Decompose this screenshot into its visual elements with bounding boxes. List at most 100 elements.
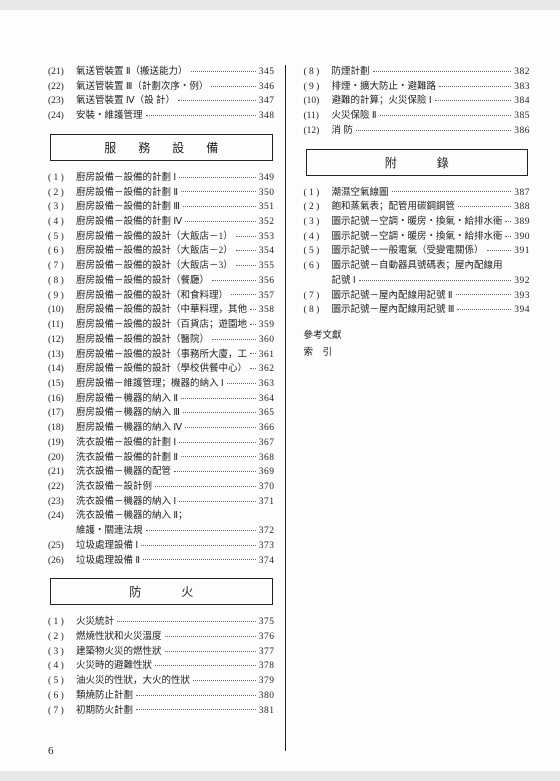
- toc-label: 建築物火災的燃性狀: [76, 645, 162, 660]
- toc-number: ( 6 ): [48, 689, 76, 704]
- toc-row-continuation: 記號 Ⅰ 392: [304, 274, 531, 289]
- toc-label: 廚房設備－設備的設計（大飯店－3）: [76, 259, 233, 274]
- toc-row: (22)洗衣設備－設計例370: [48, 480, 275, 495]
- toc-page: 370: [259, 480, 275, 495]
- toc-label: 洗衣設備－設備的計劃 Ⅰ: [76, 436, 176, 451]
- toc-number: (26): [48, 554, 76, 569]
- toc-row: ( 7 )廚房設備－設備的設計（大飯店－3）355: [48, 259, 275, 274]
- toc-label: 廚房設備－設備的計劃 Ⅲ: [76, 200, 180, 215]
- toc-page: 391: [514, 244, 530, 259]
- toc-label: 廚房設備－設備的設計（大飯店－2）: [76, 244, 233, 259]
- toc-number: ( 5 ): [48, 674, 76, 689]
- toc-number: (18): [48, 421, 76, 436]
- toc-row: (18)廚房設備－機器的納入 Ⅳ366: [48, 421, 275, 436]
- toc-number: (14): [48, 362, 76, 377]
- toc-page: 350: [259, 186, 275, 201]
- toc-label: 維護・關連法規: [76, 524, 143, 539]
- toc-row: (17)廚房設備－機器的納入 Ⅲ365: [48, 406, 275, 421]
- leader-dots: [185, 427, 256, 428]
- toc-row: ( 3 )建築物火災的燃性狀377: [48, 645, 275, 660]
- toc-label: 圖示記號－屋內配線用記號 Ⅱ: [332, 289, 453, 304]
- toc-row: ( 3 )圖示記號－空調・暖房・換氣・給排水衛生 Ⅰ389: [304, 215, 531, 230]
- section-heading-fire: 防火: [50, 578, 273, 605]
- toc-number: (22): [48, 480, 76, 495]
- toc-row: (15)廚房設備－維護管理；機器的納入 Ⅰ363: [48, 377, 275, 392]
- toc-label: 排煙・擴大防止・避難路: [332, 80, 437, 95]
- leader-dots: [155, 486, 256, 487]
- toc-label: 氣送管裝置 Ⅲ（計劃次序・例）: [76, 80, 208, 95]
- list-service: ( 1 )廚房設備－設備的計劃 Ⅰ349( 2 )廚房設備－設備的計劃 Ⅱ350…: [48, 171, 275, 524]
- toc-page: 382: [514, 65, 530, 80]
- toc-page: 357: [259, 289, 275, 304]
- toc-row: ( 1 )廚房設備－設備的計劃 Ⅰ349: [48, 171, 275, 186]
- leader-dots: [146, 530, 256, 531]
- toc-page: 368: [259, 451, 275, 466]
- plain-text: 參考文獻: [304, 328, 531, 345]
- leader-dots: [181, 398, 256, 399]
- toc-label: 洗衣設備－機器的納入 Ⅱ；: [76, 509, 188, 524]
- toc-row: ( 4 )廚房設備－設備的計劃 Ⅳ352: [48, 215, 275, 230]
- toc-row: (12)廚房設備－設備的設計（醫院）360: [48, 333, 275, 348]
- toc-page: 347: [259, 94, 275, 109]
- toc-number: (11): [304, 109, 332, 124]
- toc-label: 飽和蒸氣表；配管用碳鋼鋼管: [332, 200, 456, 215]
- leader-dots: [211, 86, 255, 87]
- toc-label: 記號 Ⅰ: [332, 274, 356, 289]
- toc-row: ( 2 )燃燒性狀和火災溫度376: [48, 630, 275, 645]
- toc-number: ( 9 ): [48, 289, 76, 304]
- leader-dots: [380, 115, 512, 116]
- toc-page: 348: [259, 109, 275, 124]
- leader-dots: [183, 412, 256, 413]
- toc-page: 361: [259, 348, 275, 363]
- toc-page: 366: [259, 421, 275, 436]
- toc-row: (24)洗衣設備－機器的納入 Ⅱ；: [48, 509, 275, 524]
- toc-page: 355: [259, 259, 275, 274]
- toc-row: ( 9 )排煙・擴大防止・避難路383: [304, 80, 531, 95]
- toc-label: 消 防: [332, 124, 353, 139]
- toc-row: (21)洗衣設備－機器的配管369: [48, 465, 275, 480]
- leader-dots: [457, 309, 511, 310]
- leader-dots: [165, 636, 256, 637]
- toc-label: 類燒防止計劃: [76, 689, 133, 704]
- toc-label: 氣送管裝置 Ⅳ（設 計）: [76, 94, 175, 109]
- toc-page: 365: [259, 406, 275, 421]
- toc-label: 廚房設備－設備的計劃 Ⅳ: [76, 215, 182, 230]
- leader-dots: [212, 280, 256, 281]
- leader-dots: [505, 236, 511, 237]
- toc-row: ( 8 )廚房設備－設備的設計（餐廳）356: [48, 274, 275, 289]
- toc-row: ( 5 )圖示記號－一般電氣（受變電關係）391: [304, 244, 531, 259]
- toc-page: 363: [259, 377, 275, 392]
- toc-page: 364: [259, 392, 275, 407]
- toc-number: (21): [48, 65, 76, 80]
- toc-label: 圖示記號－空調・暖房・換氣・給排水衛生 Ⅱ: [332, 230, 503, 245]
- toc-label: 圖示記號－自動器具號碼表；屋內配線用: [332, 259, 503, 274]
- toc-label: 廚房設備－維護管理；機器的納入 Ⅰ: [76, 377, 224, 392]
- leader-dots: [392, 191, 512, 192]
- leader-dots: [165, 651, 256, 652]
- leader-dots: [227, 383, 256, 384]
- toc-number: (12): [304, 124, 332, 139]
- toc-label: 氣送管裝置 Ⅱ（搬送能力）: [76, 65, 188, 80]
- toc-number: (23): [48, 94, 76, 109]
- toc-label: 廚房設備－設備的設計（學校供餐中心）: [76, 362, 247, 377]
- leader-dots: [236, 250, 256, 251]
- toc-label: 避難的計算；火災保險 Ⅰ: [332, 94, 432, 109]
- toc-row: (10)避難的計算；火災保險 Ⅰ384: [304, 94, 531, 109]
- page-number: 6: [48, 745, 54, 757]
- toc-label: 廚房設備－設備的計劃 Ⅱ: [76, 186, 178, 201]
- leader-dots: [439, 86, 511, 87]
- toc-row: (20)洗衣設備－設備的計劃 Ⅱ368: [48, 451, 275, 466]
- toc-label: 油火災的性狀，大火的性狀: [76, 674, 190, 689]
- toc-page: 381: [259, 704, 275, 719]
- toc-row: (23)洗衣設備－機器的納入 Ⅰ371: [48, 495, 275, 510]
- toc-page: 367: [259, 436, 275, 451]
- toc-row: ( 7 )初期防火計劃381: [48, 704, 275, 719]
- right-column: ( 8 )防煙計劃382( 9 )排煙・擴大防止・避難路383(10)避難的計算…: [298, 65, 531, 751]
- leader-dots: [250, 368, 256, 369]
- toc-page: 392: [514, 274, 530, 289]
- toc-page: 346: [259, 80, 275, 95]
- toc-number: (23): [48, 495, 76, 510]
- toc-number: ( 5 ): [48, 230, 76, 245]
- toc-label: 廚房設備－設備的設計（餐廳）: [76, 274, 209, 289]
- toc-page: 359: [259, 318, 275, 333]
